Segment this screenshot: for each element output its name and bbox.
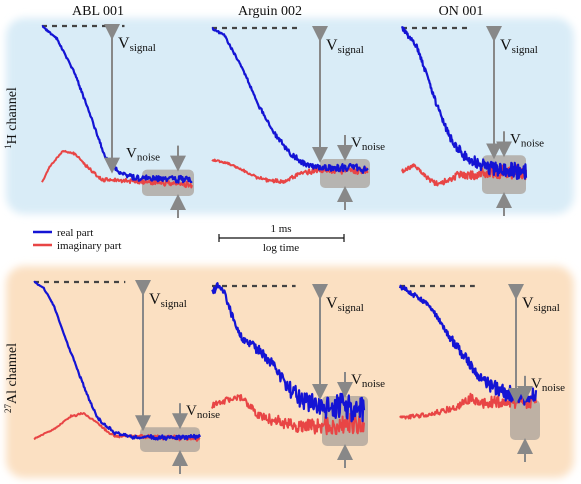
v-noise-label: Vnoise (351, 372, 385, 390)
imaginary-part-series (211, 158, 369, 184)
real-part-series (33, 280, 202, 441)
legend: real part imaginary part (33, 227, 121, 252)
v-signal-label: Vsignal (326, 37, 364, 56)
v-signal-label: Vsignal (149, 291, 187, 310)
v-noise-label: Vnoise (510, 131, 544, 149)
row-bg-27al (6, 266, 574, 478)
imaginary-part-series (211, 394, 365, 436)
panel-1h-2: Vsignal Vnoise (211, 26, 385, 210)
v-signal-label: Vsignal (118, 35, 156, 54)
column-title-3: ON 001 (439, 4, 484, 19)
real-part-series (400, 25, 528, 180)
legend-imag-label: imaginary part (57, 240, 121, 252)
real-part-series (211, 282, 366, 423)
row-bg-1h (6, 18, 574, 214)
scale-bar-bottom-label: log time (263, 242, 299, 254)
row-label-1h: 1H channel (3, 87, 20, 149)
v-signal-label: Vsignal (522, 295, 560, 314)
panels: VsignalVnoiseVsignalVnoiseVsignalVnoiseV… (33, 24, 565, 474)
panel-1h-3: Vsignal Vnoise (400, 25, 544, 216)
time-scale-bar: 1 ms log time (218, 223, 345, 254)
v-noise-label: Vnoise (126, 146, 160, 164)
v-noise-label: Vnoise (351, 135, 385, 153)
noise-box (510, 399, 540, 440)
v-noise-label: Vnoise (531, 376, 565, 394)
v-signal-label: Vsignal (326, 295, 364, 314)
scale-bar-top-label: 1 ms (270, 223, 291, 235)
v-noise-label: Vnoise (186, 403, 220, 421)
legend-real-label: real part (57, 227, 93, 239)
column-title-1: ABL 001 (72, 4, 124, 19)
noise-box (140, 427, 200, 452)
panel-27al-1: Vsignal Vnoise (33, 280, 220, 474)
real-part-series (211, 27, 369, 174)
row-label-27al: 27Al channel (3, 343, 20, 413)
panel-27al-3: Vsignal Vnoise (398, 284, 565, 462)
v-signal-label: Vsignal (500, 37, 538, 56)
panel-1h-1: Vsignal Vnoise (41, 24, 194, 218)
column-title-2: Arguin 002 (238, 4, 302, 19)
panel-27al-2: Vsignal Vnoise (211, 282, 385, 468)
